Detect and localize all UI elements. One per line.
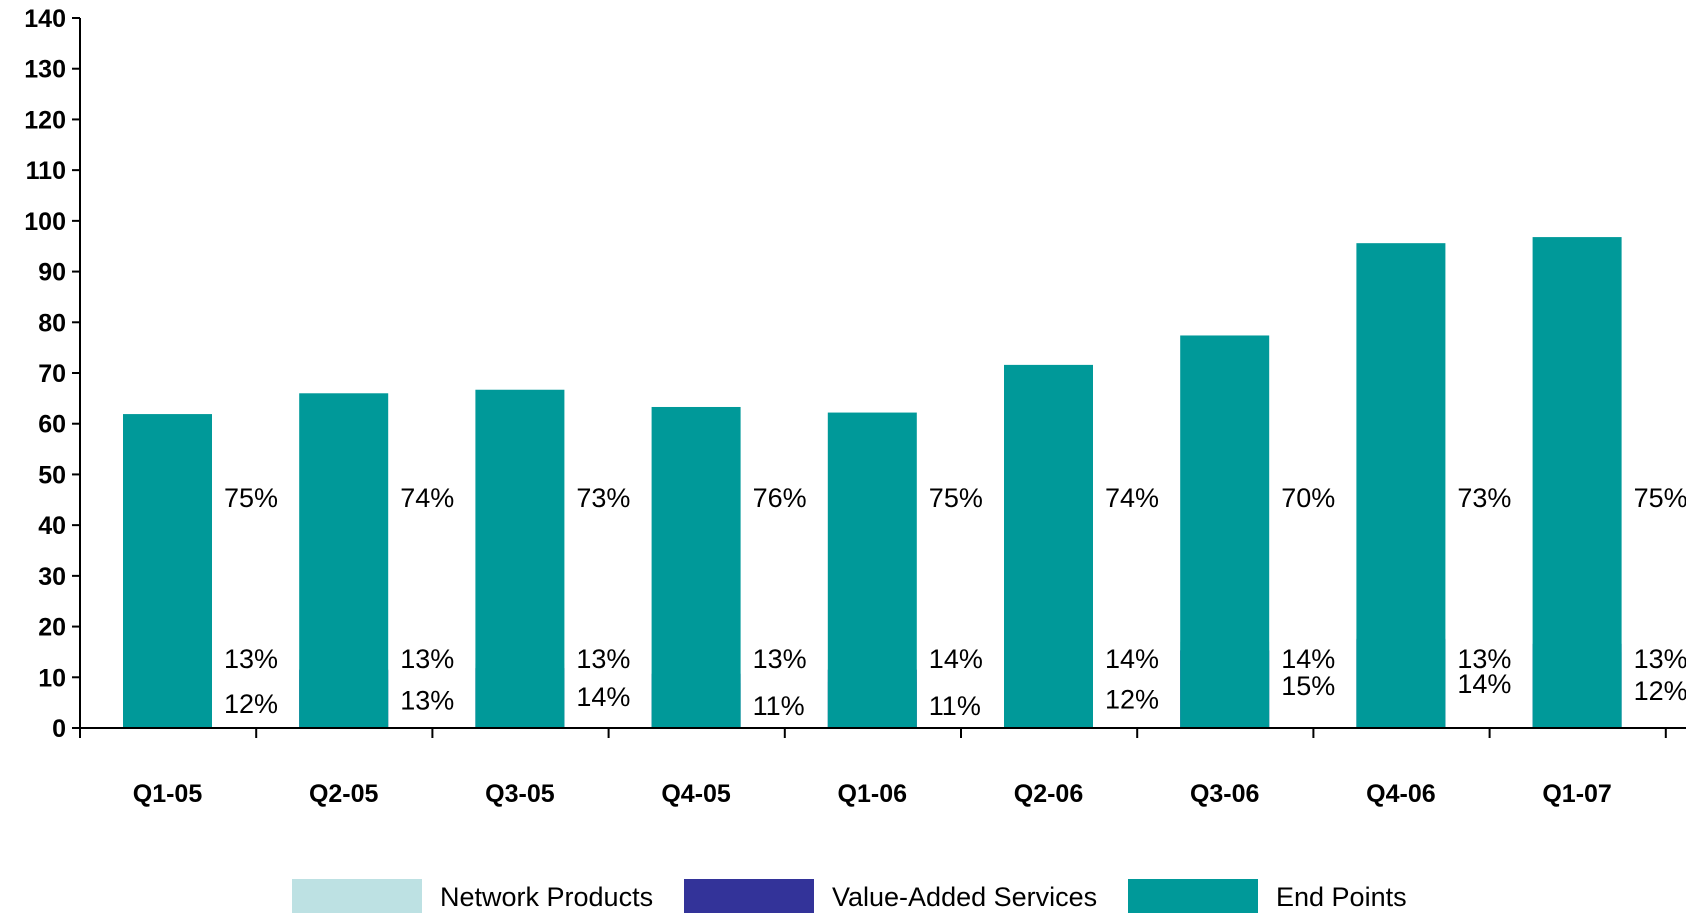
percent-label: 14% [1281, 644, 1335, 674]
percent-label: 70% [1281, 483, 1335, 513]
percent-label: 73% [1457, 483, 1511, 513]
y-tick-label: 130 [24, 56, 66, 84]
bar-segment [1180, 335, 1270, 728]
x-tick-label: Q1-06 [838, 780, 907, 808]
x-tick-label: Q1-07 [1542, 780, 1611, 808]
percent-label: 74% [1105, 483, 1159, 513]
x-tick-label: Q3-05 [485, 780, 555, 808]
y-tick-label: 140 [24, 5, 66, 33]
percent-label: 14% [1457, 669, 1511, 699]
y-axis: 0 10 20 30 40 50 60 70 80 90 100 110 120 130 140 [24, 5, 81, 743]
x-axis: Q1-05 Q2-05 Q3-05 Q4-05 Q1-06 Q2-06 Q3-06 Q4-06… [79, 727, 1686, 808]
y-tick-label: 50 [38, 461, 66, 489]
bar-segment [1356, 243, 1446, 728]
bar-segment [1532, 237, 1622, 729]
bars [123, 237, 1622, 729]
y-tick-label: 30 [38, 563, 66, 591]
percent-label: 12% [1105, 684, 1159, 714]
x-tick-label: Q2-06 [1014, 780, 1083, 808]
percent-label: 74% [400, 483, 454, 513]
bar-segment [1004, 364, 1093, 728]
legend-swatch [684, 879, 814, 913]
legend: Network Products Value-Added Services End … [292, 879, 1407, 913]
y-tick-label: 70 [38, 360, 66, 388]
percent-label: 14% [576, 682, 630, 712]
legend-label: End Points [1276, 882, 1407, 912]
y-tick-label: 0 [52, 715, 66, 743]
percent-label: 13% [1634, 644, 1686, 674]
percent-label: 75% [929, 483, 983, 513]
percent-label: 75% [224, 483, 278, 513]
percent-label: 15% [1281, 671, 1335, 701]
bar-segment [827, 412, 917, 728]
y-tick-label: 60 [38, 411, 66, 439]
percent-label: 76% [753, 483, 807, 513]
percent-label: 14% [929, 644, 983, 674]
percent-label: 75% [1634, 483, 1686, 513]
bar-segment [475, 389, 565, 728]
y-tick-label: 20 [38, 614, 66, 642]
percent-labels: 12%13%75%13%13%74%14%13%73%11%13%76%11%1… [224, 483, 1686, 721]
x-tick-label: Q3-06 [1190, 780, 1259, 808]
legend-swatch [292, 879, 422, 913]
y-tick-label: 110 [26, 157, 66, 185]
percent-label: 11% [929, 691, 981, 721]
bar-segment [651, 406, 741, 728]
legend-swatch [1128, 879, 1258, 913]
percent-label: 12% [1634, 676, 1686, 706]
x-tick-label: Q2-05 [309, 780, 379, 808]
legend-label: Network Products [440, 882, 653, 912]
percent-label: 13% [224, 644, 278, 674]
percent-label: 13% [753, 644, 807, 674]
x-tick-label: Q1-05 [133, 780, 203, 808]
percent-label: 11% [753, 691, 805, 721]
y-tick-label: 40 [38, 512, 66, 540]
y-tick-label: 90 [38, 259, 66, 287]
bar-segment [123, 414, 212, 728]
percent-label: 13% [576, 644, 630, 674]
percent-label: 12% [224, 689, 278, 719]
y-tick-label: 100 [24, 208, 66, 236]
x-tick-label: Q4-05 [661, 780, 731, 808]
y-tick-label: 120 [24, 106, 66, 134]
legend-label: Value-Added Services [832, 882, 1097, 912]
y-tick-label: 80 [38, 309, 66, 337]
percent-label: 13% [400, 644, 454, 674]
bar-segment [299, 393, 389, 728]
x-tick-label: Q4-06 [1366, 780, 1435, 808]
percent-label: 13% [1457, 644, 1511, 674]
y-tick-label: 10 [38, 664, 66, 692]
percent-label: 13% [400, 685, 454, 715]
percent-label: 14% [1105, 644, 1159, 674]
percent-label: 73% [576, 483, 630, 513]
